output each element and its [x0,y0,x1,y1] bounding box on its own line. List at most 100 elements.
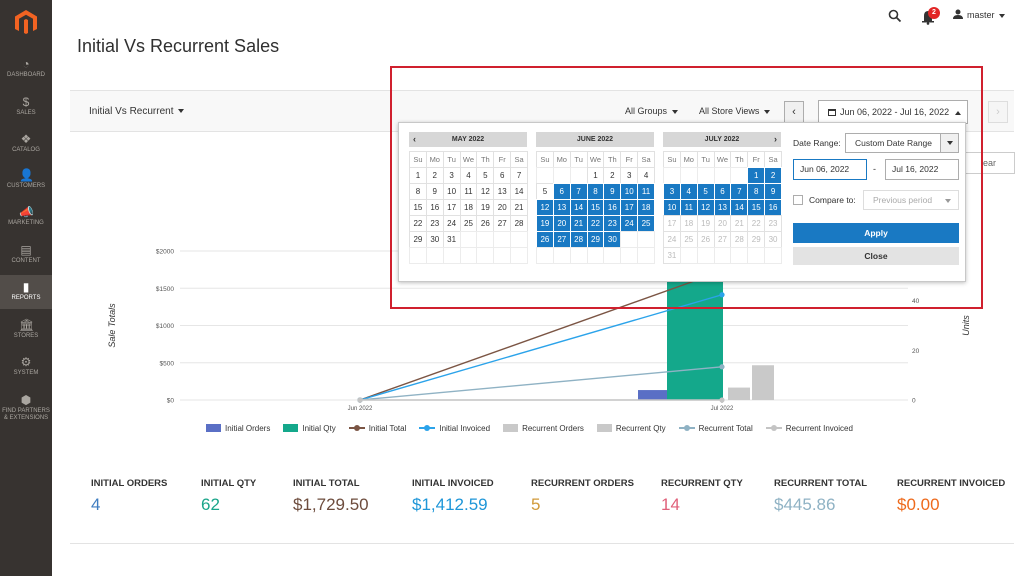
stat-item: INITIAL INVOICED $1,412.59 [412,478,494,515]
legend-label: Recurrent Qty [615,424,666,434]
stat-value: $1,412.59 [412,495,488,514]
stat-value: 14 [661,495,680,514]
line-initial-total [359,270,723,401]
sidebar-item-label: SALES [16,110,36,116]
bar-recurrent-qty [752,365,774,400]
sidebar-item-8[interactable]: 🏛 STORES [0,313,52,347]
sidebar-item-label: MARKETING [8,220,44,226]
speedometer-icon: ◔ [22,57,30,71]
legend-item[interactable]: Recurrent Orders [503,424,584,433]
sidebar-item-4[interactable]: 👤 CUSTOMERS [0,163,52,197]
report-type-label: Initial Vs Recurrent [89,106,174,117]
legend-item[interactable]: Recurrent Qty [596,424,666,434]
stat-label: RECURRENT QTY [661,478,743,489]
cube-icon: ❖ [20,132,32,146]
month-header: JULY 2022 › [663,132,781,147]
sidebar-item-5[interactable]: 📣 MARKETING [0,200,52,234]
legend-swatch [206,424,221,433]
y-tick-label: $2000 [156,249,174,256]
legend-item[interactable]: Initial Invoiced [419,424,490,433]
cube-icon: ⬢ [20,393,32,407]
stat-item: INITIAL QTY 62 [201,478,256,515]
legend-label: Initial Total [368,424,407,434]
month-header: MAY 2022 ‹ [409,132,527,147]
compare-row: Compare to: Previous period [793,190,959,210]
date-range-label: Date Range: [793,138,841,148]
point-recurrent-total [719,364,725,370]
gear-icon: ⚙ [20,355,32,369]
date-range-preset-select[interactable]: Custom Date Range [845,133,959,153]
notification-badge[interactable]: 2 [928,7,940,19]
to-date-input[interactable]: Jul 16, 2022 [885,159,959,180]
chevron-down-icon [764,109,771,114]
compare-period-select[interactable]: Previous period [863,190,959,210]
calendar-month: JULY 2022 › Su Mo Tu We Th Fr Sa 1 2 3 4 5 6 7 8 9 10 11 12 1… [663,132,782,264]
sidebar-item-3[interactable]: ❖ CATALOG [0,127,52,161]
highlight-annotation [390,66,983,309]
sidebar-item-7[interactable]: ▮ REPORTS [0,275,52,309]
legend-label: Recurrent Invoiced [785,424,853,434]
legend-swatch [503,424,519,433]
user-menu[interactable]: master [953,9,1005,20]
y-tick-label: $1000 [156,323,174,330]
sidebar-item-10[interactable]: ⬢ FIND PARTNERS & EXTENSIONS [0,388,52,422]
stat-value: $0.00 [897,495,940,514]
magento-logo-icon[interactable] [12,8,40,36]
day-grid: Su Mo Tu We Th Fr Sa 1 2 3 4 5 6 7 8 9 10 11 12 13 14 15 16 17 1… [536,151,655,264]
point-recurrent-invoiced [357,397,363,403]
stat-item: RECURRENT ORDERS 5 [531,478,634,515]
day-grid: Su Mo Tu We Th Fr Sa 1 2 3 4 5 6 7 8 9 10 11 12 13 14 15 16 17 1… [409,151,528,264]
stat-value: 62 [201,495,220,514]
customer-groups-dropdown[interactable]: All Groups [625,106,679,116]
stat-label: INITIAL TOTAL [293,478,360,489]
legend-item[interactable]: Initial Orders [206,424,270,433]
compare-checkbox[interactable] [793,195,803,205]
legend-item[interactable]: Recurrent Total [678,424,753,433]
empty-day-cell [764,247,782,264]
sidebar-item-2[interactable]: $ SALES [0,90,52,124]
y2-tick-label: 20 [912,348,920,355]
sidebar-item-9[interactable]: ⚙ SYSTEM [0,350,52,384]
next-period-button[interactable]: › [988,101,1008,123]
date-range-picker: MAY 2022 ‹ Su Mo Tu We Th Fr Sa 1 2 3 4 5 6 7 8 9 10 11 12 13… [398,122,966,282]
chevron-down-icon [940,134,958,152]
search-icon[interactable] [888,9,902,23]
sidebar-item-label: REPORTS [11,295,41,301]
stat-label: RECURRENT TOTAL [774,478,868,489]
legend-item[interactable]: Initial Total [348,424,407,434]
stat-label: INITIAL ORDERS [91,478,168,489]
legend-line-marker [678,425,695,432]
date-range-button[interactable]: Jun 06, 2022 - Jul 16, 2022 [818,100,968,124]
sidebar-item-6[interactable]: ▤ CONTENT [0,238,52,272]
legend-label: Initial Orders [225,424,271,434]
groups-label: All Groups [625,106,668,116]
from-date-input[interactable]: Jun 06, 2022 [793,159,867,180]
legend-item[interactable]: Recurrent Invoiced [765,424,853,434]
date-range-label: Jun 06, 2022 - Jul 16, 2022 [840,107,950,117]
calendar-icon [828,109,836,116]
close-button[interactable]: Close [793,247,959,265]
sidebar-item-1[interactable]: ◔ DASHBOARD [0,52,52,86]
next-month-arrow-icon[interactable]: › [774,134,777,144]
y-tick-label: $500 [160,360,175,367]
sidebar-item-label: CUSTOMERS [6,183,46,189]
legend-label: Initial Qty [302,424,336,434]
calendar-month: MAY 2022 ‹ Su Mo Tu We Th Fr Sa 1 2 3 4 5 6 7 8 9 10 11 12 13… [409,132,528,264]
empty-day-cell [637,247,655,264]
day-cell[interactable]: 16 [764,199,782,216]
store-views-dropdown[interactable]: All Store Views [699,106,771,116]
prev-month-arrow-icon[interactable]: ‹ [413,134,416,144]
month-title: MAY 2022 [451,136,485,143]
chevron-down-icon [672,109,679,114]
year-button[interactable]: ear [965,152,1015,174]
y2-tick-label: 40 [912,298,920,305]
chevron-down-icon [178,109,185,114]
chart-legend: Initial Orders Initial Qty Initial Total In… [206,424,866,436]
legend-line-marker [348,425,365,432]
legend-item[interactable]: Initial Qty [283,424,336,434]
apply-button[interactable]: Apply [793,223,959,243]
chevron-up-icon [955,110,962,115]
month-title: JUNE 2022 [576,136,614,143]
day-grid: Su Mo Tu We Th Fr Sa 1 2 3 4 5 6 7 8 9 10 11 12 13 14 15 16 17 1… [663,151,782,264]
report-type-dropdown[interactable]: Initial Vs Recurrent [89,106,185,117]
